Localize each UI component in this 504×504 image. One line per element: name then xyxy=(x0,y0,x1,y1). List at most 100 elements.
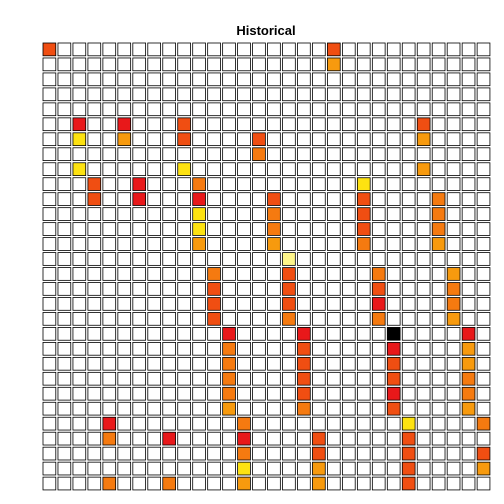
heatmap-cell-filled xyxy=(401,416,416,431)
heatmap-cell xyxy=(192,282,206,296)
heatmap-cell xyxy=(237,222,251,236)
heatmap-cell xyxy=(252,87,266,102)
heatmap-cell xyxy=(446,72,461,87)
heatmap-cell xyxy=(87,72,102,87)
heatmap-cell xyxy=(297,72,311,87)
heatmap-cell xyxy=(207,102,221,117)
heatmap-cell xyxy=(132,147,147,161)
heatmap-cell xyxy=(42,431,57,446)
heatmap-cell-filled xyxy=(102,476,117,491)
heatmap-cell-filled xyxy=(267,237,281,251)
heatmap-cell xyxy=(297,416,311,431)
heatmap-cell xyxy=(57,297,72,311)
heatmap-cell xyxy=(476,87,491,102)
heatmap-cell xyxy=(117,386,132,401)
heatmap-cell-filled xyxy=(222,341,236,356)
heatmap-cell-filled xyxy=(267,192,281,206)
heatmap-cell-filled xyxy=(192,192,206,206)
heatmap-cell xyxy=(431,132,446,147)
heatmap-cell xyxy=(476,401,491,416)
heatmap-cell xyxy=(117,476,132,491)
heatmap-cell xyxy=(237,356,251,371)
heatmap-cell-filled xyxy=(207,312,221,326)
heatmap-cell xyxy=(282,356,296,371)
heatmap-cell xyxy=(446,192,461,206)
heatmap-cell-filled xyxy=(282,252,296,266)
heatmap-cell xyxy=(356,42,371,57)
heatmap-cell xyxy=(327,192,341,206)
heatmap-cell-filled xyxy=(416,162,431,176)
heatmap-cell-filled xyxy=(162,431,176,446)
heatmap-cell xyxy=(162,341,176,356)
heatmap-cell xyxy=(132,371,147,386)
heatmap-cell xyxy=(386,297,401,311)
heatmap-cell xyxy=(177,297,191,311)
heatmap-cell xyxy=(371,222,386,236)
heatmap-cell xyxy=(431,327,446,341)
heatmap-cell xyxy=(371,356,386,371)
heatmap-cell xyxy=(297,431,311,446)
heatmap-cell xyxy=(312,297,326,311)
heatmap-cell xyxy=(267,267,281,281)
heatmap-cell xyxy=(252,461,266,476)
heatmap-cell-filled xyxy=(237,431,251,446)
heatmap-cell xyxy=(42,72,57,87)
heatmap-cell-filled xyxy=(446,282,461,296)
heatmap-cell xyxy=(177,222,191,236)
heatmap-cell xyxy=(327,207,341,221)
heatmap-cell xyxy=(431,461,446,476)
heatmap-cell-filled xyxy=(222,327,236,341)
heatmap-cell xyxy=(297,312,311,326)
heatmap-cell xyxy=(117,282,132,296)
heatmap-cell xyxy=(87,42,102,57)
heatmap-cell xyxy=(371,162,386,176)
heatmap-cell xyxy=(282,461,296,476)
heatmap-cell xyxy=(416,341,431,356)
heatmap-cell xyxy=(341,162,356,176)
heatmap-cell xyxy=(386,87,401,102)
heatmap-cell xyxy=(461,476,476,491)
heatmap-cell xyxy=(356,57,371,72)
heatmap-cell xyxy=(327,267,341,281)
heatmap-cell xyxy=(72,416,87,431)
heatmap-cell-filled xyxy=(386,356,401,371)
heatmap-cell xyxy=(341,192,356,206)
heatmap-cell-filled xyxy=(312,431,326,446)
heatmap-cell xyxy=(267,312,281,326)
heatmap-cell xyxy=(72,386,87,401)
heatmap-cell xyxy=(237,132,251,147)
heatmap-cell xyxy=(312,42,326,57)
heatmap-cell xyxy=(117,401,132,416)
heatmap-cell xyxy=(162,147,176,161)
heatmap-cell xyxy=(341,72,356,87)
heatmap-cell xyxy=(356,162,371,176)
heatmap-cell xyxy=(87,312,102,326)
heatmap-cell xyxy=(222,282,236,296)
heatmap-cell xyxy=(312,117,326,132)
heatmap-cell xyxy=(87,461,102,476)
heatmap-cell xyxy=(312,222,326,236)
heatmap-cell xyxy=(461,416,476,431)
heatmap-cell xyxy=(446,461,461,476)
heatmap-cell xyxy=(416,192,431,206)
heatmap-cell xyxy=(371,252,386,266)
heatmap-cell xyxy=(267,147,281,161)
heatmap-cell xyxy=(356,72,371,87)
heatmap-cell xyxy=(102,192,117,206)
heatmap-cell xyxy=(282,327,296,341)
heatmap-cell xyxy=(267,132,281,147)
heatmap-cell xyxy=(282,102,296,117)
heatmap-cell xyxy=(282,192,296,206)
heatmap-cell xyxy=(192,117,206,132)
heatmap-cell xyxy=(192,162,206,176)
heatmap-cell xyxy=(341,87,356,102)
heatmap-cell xyxy=(476,371,491,386)
heatmap-cell xyxy=(386,222,401,236)
heatmap-cell xyxy=(282,162,296,176)
heatmap-cell xyxy=(371,147,386,161)
heatmap-cell xyxy=(117,252,132,266)
heatmap-cell xyxy=(282,476,296,491)
heatmap-cell xyxy=(431,267,446,281)
heatmap-cell xyxy=(341,42,356,57)
heatmap-cell xyxy=(222,222,236,236)
